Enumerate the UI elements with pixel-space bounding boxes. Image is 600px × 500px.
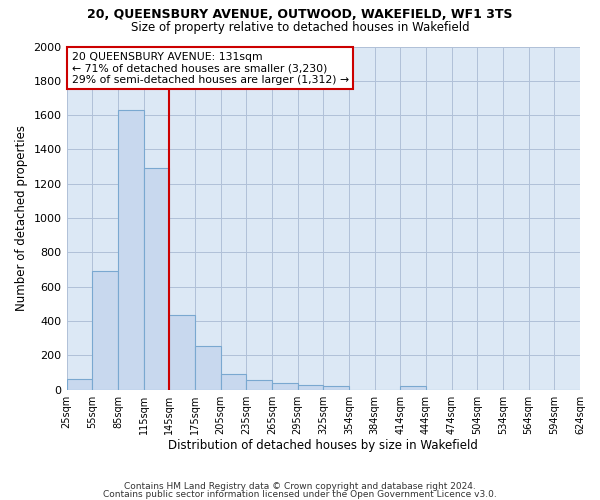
Bar bbox=[323, 386, 349, 390]
Text: 20, QUEENSBURY AVENUE, OUTWOOD, WAKEFIELD, WF1 3TS: 20, QUEENSBURY AVENUE, OUTWOOD, WAKEFIEL… bbox=[87, 8, 513, 20]
Bar bbox=[169, 315, 195, 390]
Bar bbox=[221, 374, 246, 390]
Bar bbox=[298, 384, 323, 390]
Bar bbox=[67, 378, 92, 390]
Text: Contains HM Land Registry data © Crown copyright and database right 2024.: Contains HM Land Registry data © Crown c… bbox=[124, 482, 476, 491]
Bar bbox=[400, 386, 426, 390]
Bar bbox=[118, 110, 143, 390]
Bar bbox=[246, 380, 272, 390]
Bar bbox=[272, 383, 298, 390]
Text: Size of property relative to detached houses in Wakefield: Size of property relative to detached ho… bbox=[131, 22, 469, 35]
Text: Contains public sector information licensed under the Open Government Licence v3: Contains public sector information licen… bbox=[103, 490, 497, 499]
Bar bbox=[92, 272, 118, 390]
X-axis label: Distribution of detached houses by size in Wakefield: Distribution of detached houses by size … bbox=[169, 440, 478, 452]
Bar bbox=[195, 346, 221, 390]
Bar bbox=[143, 168, 169, 390]
Y-axis label: Number of detached properties: Number of detached properties bbox=[15, 125, 28, 311]
Text: 20 QUEENSBURY AVENUE: 131sqm
← 71% of detached houses are smaller (3,230)
29% of: 20 QUEENSBURY AVENUE: 131sqm ← 71% of de… bbox=[71, 52, 349, 85]
